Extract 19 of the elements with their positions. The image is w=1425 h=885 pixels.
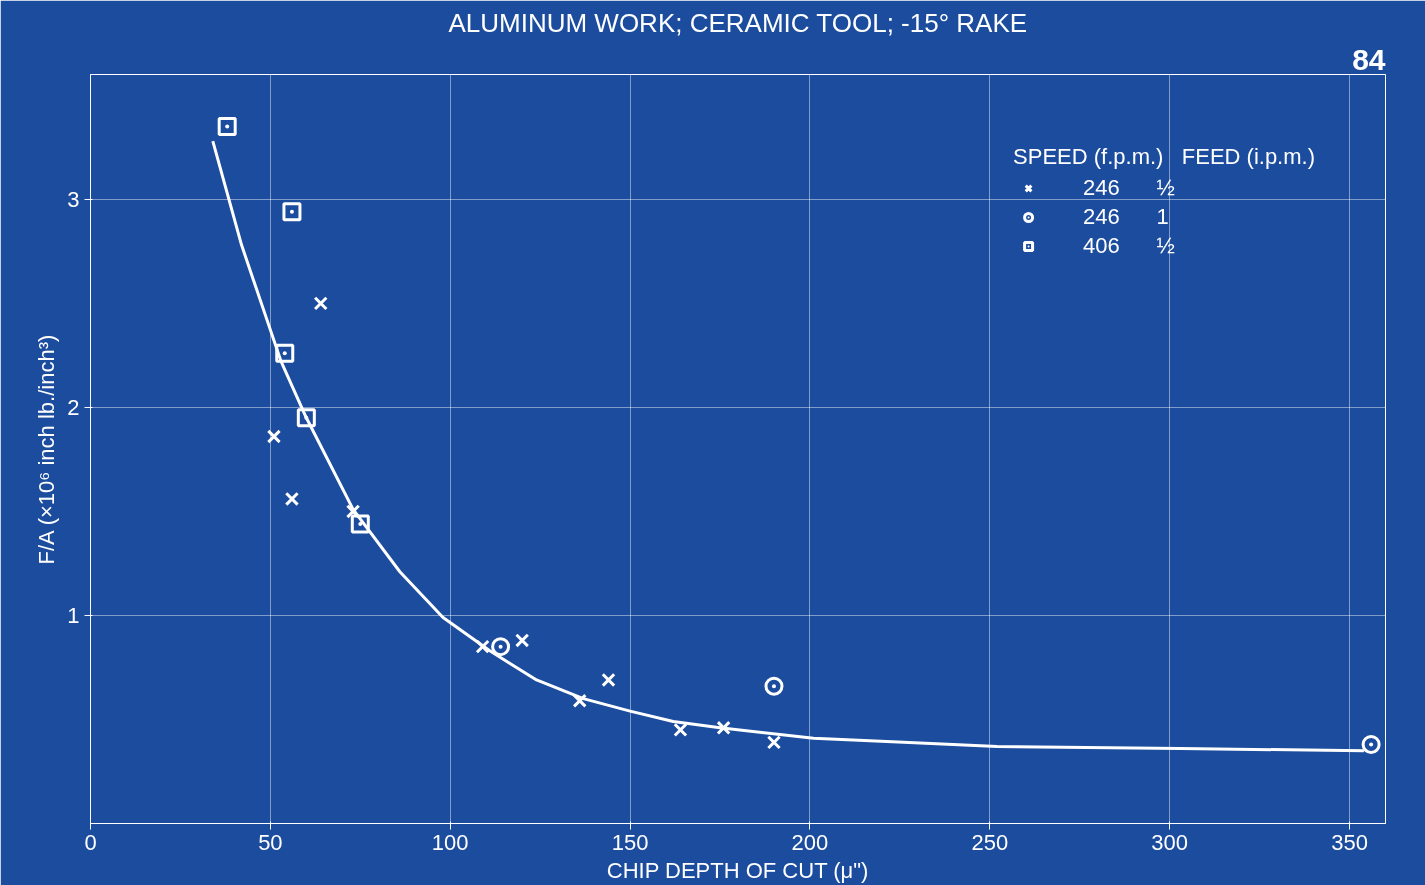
x-tick-label: 300 — [1151, 829, 1189, 855]
y-axis-title: F/A (×10⁶ inch lb./inch³) — [34, 334, 60, 565]
legend-label: 246 1 — [1083, 204, 1169, 230]
x-tick-label: 100 — [431, 829, 469, 855]
x-tick-label: 0 — [84, 829, 97, 855]
x-tick-label: 150 — [611, 829, 649, 855]
x-tick-label: 50 — [258, 829, 283, 855]
legend-label: 406 ½ — [1083, 233, 1175, 259]
x-tick-label: 350 — [1331, 829, 1368, 855]
legend-title: SPEED (f.p.m.) FEED (i.p.m.) — [1013, 144, 1315, 170]
y-tick-label: 2 — [67, 394, 80, 420]
x-tick-label: 200 — [791, 829, 829, 855]
y-tick-label: 1 — [67, 602, 80, 628]
legend-label: 246 ½ — [1083, 175, 1175, 201]
chart-title: ALUMINUM WORK; CERAMIC TOOL; -15° RAKE — [448, 7, 1028, 38]
x-axis-title: CHIP DEPTH OF CUT (μ") — [606, 857, 869, 883]
annotation: 84 — [1352, 42, 1386, 76]
x-tick-label: 250 — [971, 829, 1009, 855]
y-tick-label: 3 — [67, 186, 80, 212]
